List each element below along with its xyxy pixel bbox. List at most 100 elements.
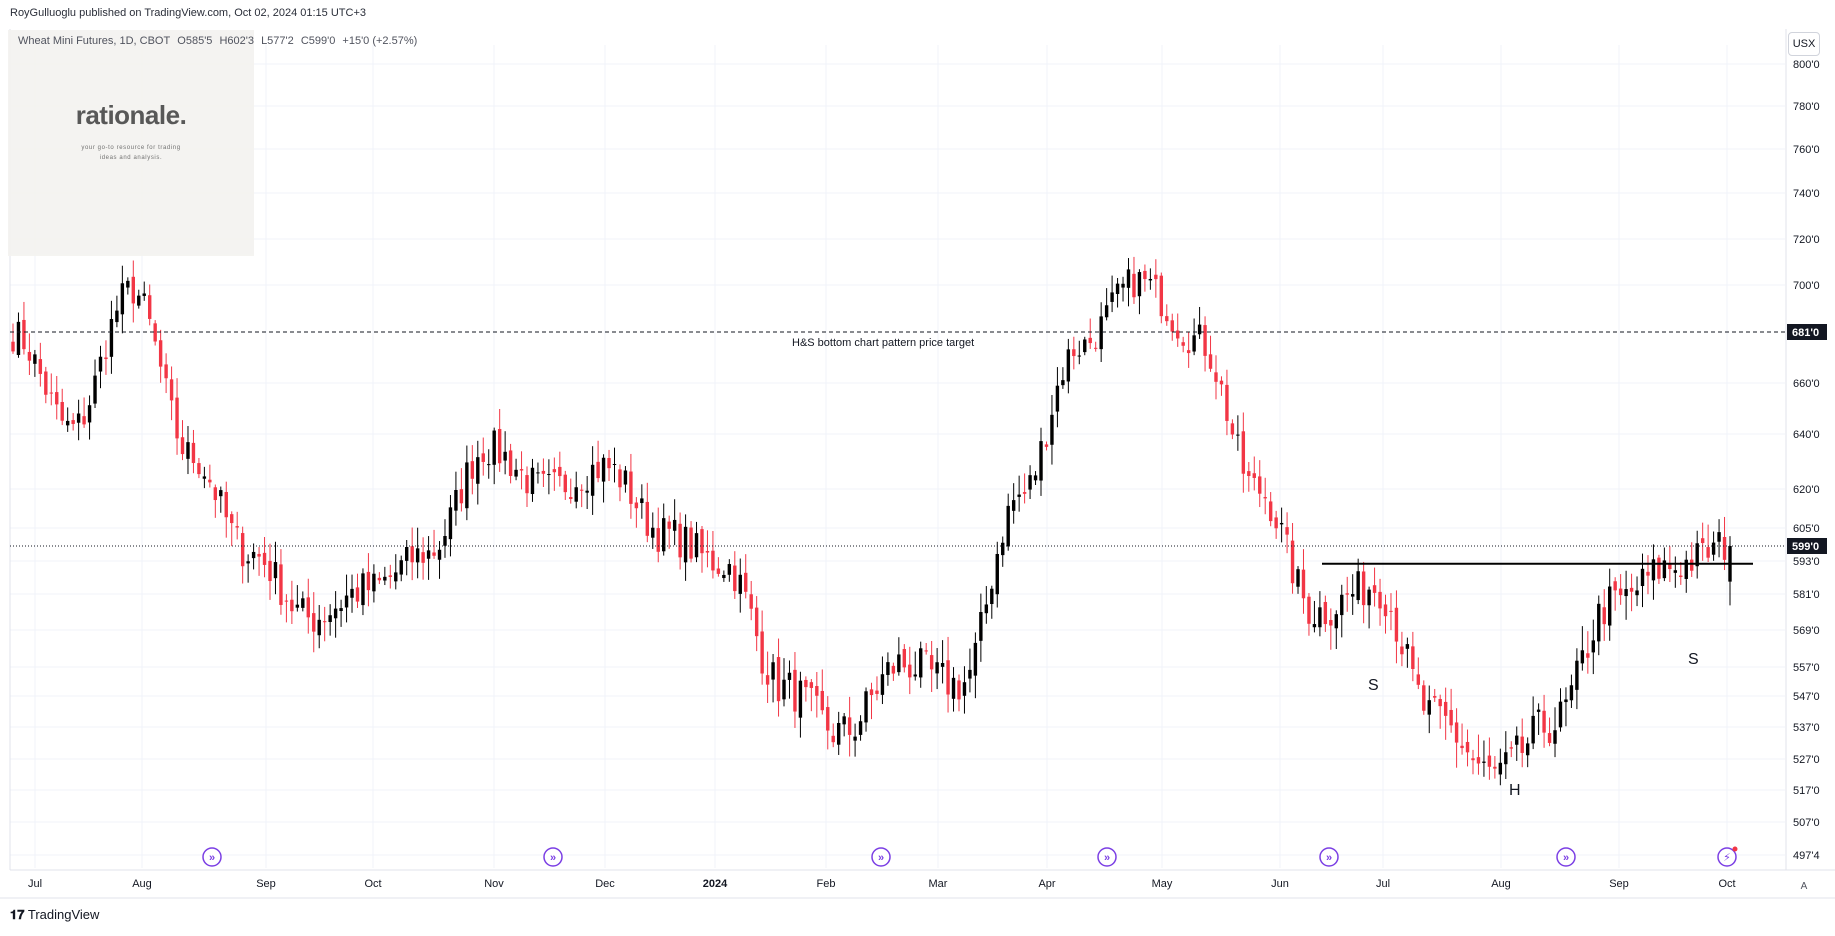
candle-body bbox=[317, 619, 321, 636]
candle-body bbox=[169, 379, 174, 401]
time-axis-label: Aug bbox=[1491, 878, 1511, 890]
candle-body bbox=[44, 371, 48, 395]
candle-body bbox=[1230, 423, 1235, 435]
candle-body bbox=[1006, 505, 1010, 547]
candle-body bbox=[1575, 660, 1579, 690]
candle-body bbox=[1165, 316, 1169, 322]
candle-body bbox=[1624, 589, 1628, 597]
event-marker-icon bbox=[871, 847, 891, 867]
candle-body bbox=[1558, 701, 1563, 728]
candle-body bbox=[569, 497, 573, 499]
candle-body bbox=[131, 276, 135, 304]
candle-body bbox=[919, 648, 923, 678]
candle-body bbox=[809, 682, 814, 688]
candle-body bbox=[93, 375, 97, 404]
candle-body bbox=[880, 674, 885, 695]
candle-body bbox=[979, 612, 983, 641]
candle-body bbox=[782, 679, 786, 700]
head-label: H bbox=[1509, 782, 1521, 799]
symbol-legend[interactable]: Wheat Mini Futures, 1D, CBOT O585'5 H602… bbox=[18, 35, 421, 47]
candle-body bbox=[897, 654, 901, 673]
event-marker-icon bbox=[1319, 847, 1339, 867]
event-marker-glyph: » bbox=[1563, 852, 1569, 864]
price-axis-label: 557'0 bbox=[1793, 662, 1820, 674]
candle-body bbox=[864, 691, 868, 723]
price-axis-label: 780'0 bbox=[1793, 101, 1820, 113]
candle-body bbox=[1197, 324, 1202, 335]
candle-body bbox=[1640, 568, 1645, 587]
left-shoulder-label: S bbox=[1368, 677, 1379, 694]
right-shoulder-label: S bbox=[1688, 651, 1699, 668]
auto-scale-button[interactable]: A bbox=[1800, 881, 1808, 892]
candle-body bbox=[1367, 589, 1371, 606]
candle-body bbox=[1668, 564, 1672, 570]
candle-body bbox=[432, 552, 436, 556]
candle-body bbox=[1662, 560, 1667, 579]
candle-body bbox=[1181, 342, 1185, 346]
candle-body bbox=[1711, 542, 1716, 555]
tradingview-footer[interactable]: 𝟏𝟕 TradingView bbox=[10, 907, 99, 923]
candle-body bbox=[1350, 594, 1355, 597]
candle-body bbox=[700, 529, 704, 554]
candle-body bbox=[1378, 591, 1382, 609]
candle-body bbox=[694, 533, 699, 558]
candle-body bbox=[1498, 762, 1503, 775]
candle-body bbox=[180, 437, 185, 455]
candle-body bbox=[612, 463, 617, 465]
candle-body bbox=[476, 457, 480, 484]
candle-body bbox=[120, 283, 125, 315]
candle-body bbox=[1646, 571, 1650, 576]
candle-body bbox=[1394, 607, 1399, 642]
candle-body bbox=[1515, 735, 1519, 745]
candle-body bbox=[1132, 273, 1136, 298]
candle-body bbox=[853, 736, 857, 741]
candle-body bbox=[629, 471, 633, 504]
candle-body bbox=[1679, 575, 1683, 578]
candle-body bbox=[87, 405, 92, 423]
candle-body bbox=[886, 662, 890, 675]
price-axis-label: 640'0 bbox=[1793, 429, 1820, 441]
candle-body bbox=[1001, 542, 1005, 556]
candle-body bbox=[541, 470, 546, 474]
candle-body bbox=[109, 319, 114, 357]
candle-body bbox=[1684, 559, 1688, 579]
candle-body bbox=[765, 675, 770, 685]
candle-body bbox=[1176, 330, 1180, 339]
price-axis-label: 800'0 bbox=[1793, 59, 1820, 71]
candle-body bbox=[503, 451, 507, 461]
candle-body bbox=[251, 551, 256, 559]
price-axis-label: 700'0 bbox=[1793, 280, 1820, 292]
candle-body bbox=[957, 680, 961, 700]
candle-body bbox=[776, 657, 781, 702]
candle-body bbox=[49, 392, 53, 394]
candle-body bbox=[1580, 650, 1585, 664]
candle-body bbox=[1608, 586, 1612, 626]
candle-body bbox=[1268, 501, 1273, 522]
candle-body bbox=[240, 533, 245, 567]
candle-body bbox=[230, 514, 234, 524]
event-marker-icon bbox=[1717, 847, 1737, 867]
candle-body bbox=[749, 594, 753, 609]
candle-body bbox=[1651, 559, 1656, 581]
price-axis-label: 527'0 bbox=[1793, 754, 1820, 766]
candle-body bbox=[929, 655, 934, 670]
candle-body bbox=[1121, 283, 1125, 288]
time-axis-label: Sep bbox=[256, 878, 276, 890]
candle-body bbox=[1476, 757, 1481, 764]
time-axis-label: Oct bbox=[364, 878, 381, 890]
candle-body bbox=[71, 420, 75, 424]
candle-body bbox=[257, 553, 261, 557]
candle-body bbox=[350, 588, 354, 598]
time-axis-label: Feb bbox=[817, 878, 836, 890]
candle-body bbox=[1618, 588, 1623, 596]
candle-body bbox=[366, 571, 371, 591]
candle-body bbox=[672, 519, 677, 531]
price-axis-label: 517'0 bbox=[1793, 785, 1820, 797]
symbol-name[interactable]: Wheat Mini Futures, 1D, CBOT bbox=[18, 35, 171, 47]
price-axis-label: 660'0 bbox=[1793, 378, 1820, 390]
candle-body bbox=[126, 280, 130, 288]
candle-body bbox=[186, 442, 190, 459]
currency-button[interactable]: USX bbox=[1788, 32, 1820, 56]
candle-body bbox=[530, 467, 535, 495]
